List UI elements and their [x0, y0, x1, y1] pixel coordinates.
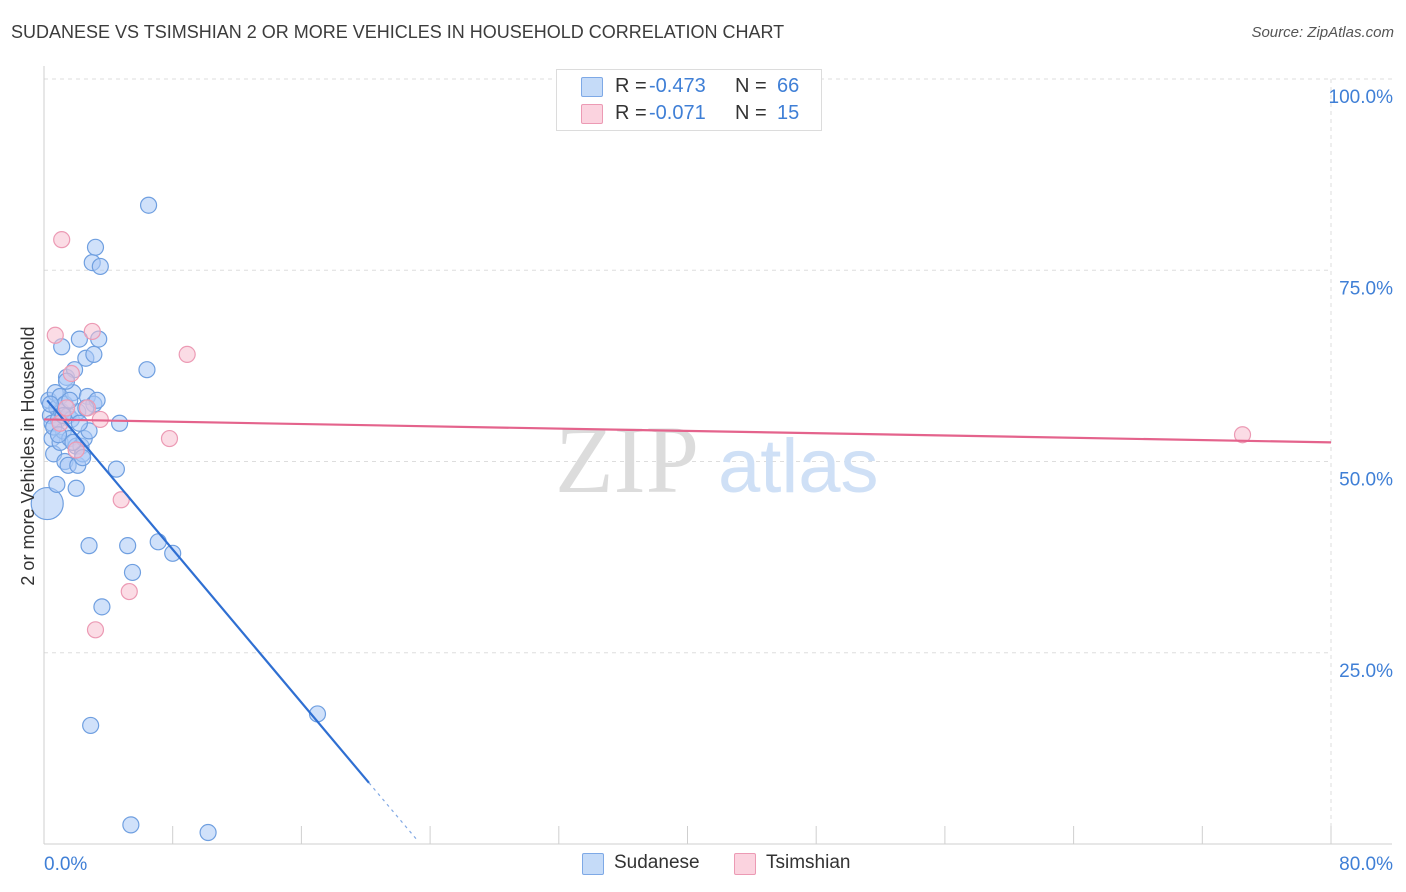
- y-tick-label: 75.0%: [1339, 278, 1393, 299]
- tsimshian-point: [67, 441, 85, 459]
- sudanese-point: [85, 345, 103, 363]
- series-label-sudanese: Sudanese: [614, 852, 700, 873]
- sudanese-point: [111, 414, 129, 432]
- watermark-zip: ZIP: [555, 406, 699, 513]
- sudanese-point: [123, 563, 142, 582]
- tsimshian-point: [120, 582, 138, 601]
- tsimshian-point: [62, 364, 80, 383]
- sudanese-point: [93, 598, 111, 616]
- sudanese-point: [107, 460, 125, 478]
- legend-swatch-sudanese: [581, 77, 603, 97]
- sudanese-point: [70, 414, 88, 432]
- sudanese-point: [70, 330, 88, 348]
- sudanese-point: [91, 257, 109, 276]
- tsimshian-point: [83, 322, 101, 341]
- tsimshian-point: [86, 621, 105, 639]
- legend-r-value: -0.071: [649, 102, 706, 124]
- correlation-legend: R = -0.473 N = 66 R = -0.071 N = 15: [556, 69, 822, 131]
- sudanese-point: [164, 544, 182, 562]
- x-tick-label: 0.0%: [44, 854, 87, 875]
- tsimshian-point: [78, 399, 97, 417]
- tsimshian-point: [46, 326, 64, 344]
- points-layer: [30, 196, 1252, 842]
- watermark-atlas: atlas: [718, 424, 879, 509]
- legend-r-label: R =: [615, 102, 647, 124]
- legend-n-label: N =: [735, 102, 767, 124]
- source-note: Source: ZipAtlas.com: [1251, 24, 1394, 41]
- sudanese-point: [86, 238, 105, 256]
- y-tick-label: 25.0%: [1339, 661, 1393, 682]
- sudanese-trendline-extension: [368, 782, 418, 841]
- legend-n-label: N =: [735, 75, 767, 97]
- sudanese-point: [80, 537, 98, 555]
- sudanese-trendline: [46, 399, 370, 784]
- trend-layer: [43, 399, 1332, 841]
- x-tick-label: 80.0%: [1339, 854, 1393, 875]
- sudanese-point: [139, 196, 158, 214]
- label-layer: 100.0% 75.0% 50.0% 25.0% 0.0% 80.0% 2 or more …: [18, 87, 1393, 875]
- tsimshian-point: [112, 491, 130, 509]
- sudanese-point: [122, 816, 140, 834]
- legend-swatch-tsimshian: [581, 104, 603, 124]
- sudanese-point: [199, 823, 217, 842]
- sudanese-point: [30, 486, 64, 521]
- tsimshian-point: [178, 345, 196, 363]
- y-tick-label: 100.0%: [1329, 87, 1394, 108]
- sudanese-point: [48, 475, 66, 494]
- tsimshian-point: [1233, 426, 1252, 444]
- tsimshian-point: [160, 429, 179, 448]
- legend-r-label: R =: [615, 75, 647, 97]
- legend-n-value: 15: [777, 102, 800, 124]
- y-axis-label: 2 or more Vehicles in Household: [18, 326, 38, 585]
- tsimshian-trendline: [43, 418, 1332, 444]
- axis-layer: [43, 66, 1392, 845]
- legend-n-value: 66: [777, 75, 800, 97]
- series-swatch-sudanese: [582, 853, 604, 875]
- tsimshian-point: [53, 231, 71, 249]
- series-label-tsimshian: Tsimshian: [766, 852, 851, 873]
- y-tick-label: 50.0%: [1339, 470, 1393, 491]
- sudanese-point: [67, 479, 85, 497]
- tsimshian-point: [57, 399, 76, 417]
- watermark: ZIP atlas: [555, 406, 879, 513]
- legend-r-value: -0.473: [649, 75, 706, 97]
- series-swatch-tsimshian: [734, 853, 756, 875]
- sudanese-point: [119, 537, 137, 555]
- chart-title: SUDANESE VS TSIMSHIAN 2 OR MORE VEHICLES…: [11, 22, 785, 42]
- sudanese-point: [149, 533, 167, 551]
- sudanese-point: [82, 716, 100, 735]
- sudanese-point: [138, 361, 156, 379]
